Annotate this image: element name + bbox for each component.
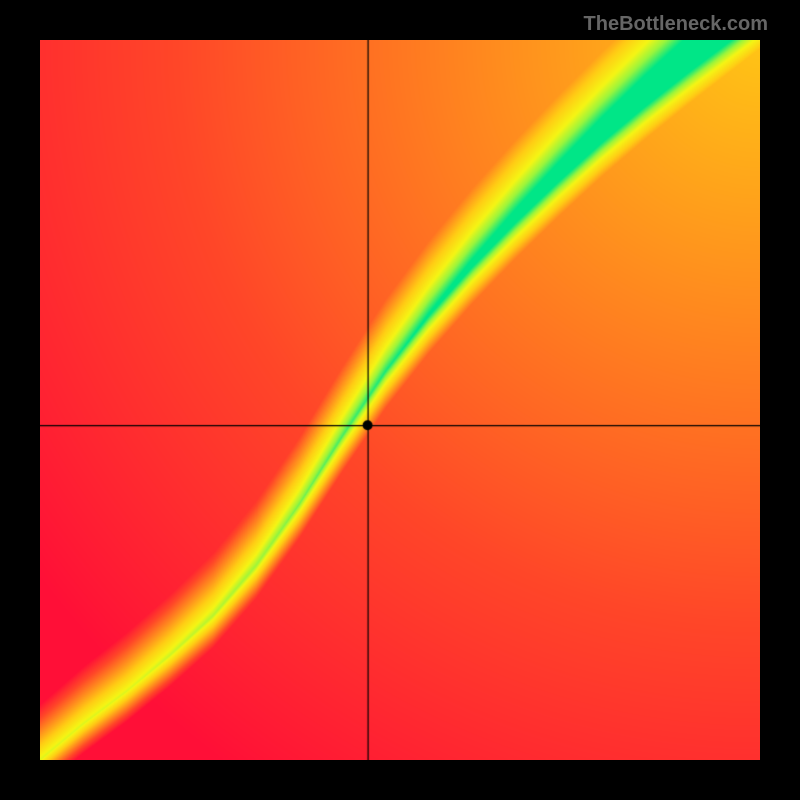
watermark-text: TheBottleneck.com xyxy=(584,13,768,36)
heatmap-canvas xyxy=(40,40,760,760)
chart-container xyxy=(40,40,760,760)
